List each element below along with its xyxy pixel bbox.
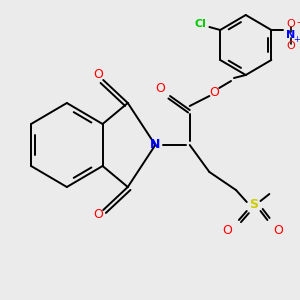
Text: O: O: [286, 41, 295, 51]
Text: O: O: [93, 208, 103, 221]
Text: Cl: Cl: [195, 19, 206, 29]
Text: O: O: [286, 19, 295, 29]
Text: O: O: [273, 224, 283, 236]
Text: O: O: [93, 68, 103, 80]
Text: O: O: [155, 82, 165, 94]
Text: -: -: [297, 17, 300, 27]
Text: S: S: [249, 199, 258, 212]
Text: O: O: [209, 86, 219, 100]
Text: O: O: [222, 224, 232, 236]
Text: N: N: [150, 139, 160, 152]
Text: +: +: [293, 34, 300, 43]
Text: N: N: [286, 30, 296, 40]
